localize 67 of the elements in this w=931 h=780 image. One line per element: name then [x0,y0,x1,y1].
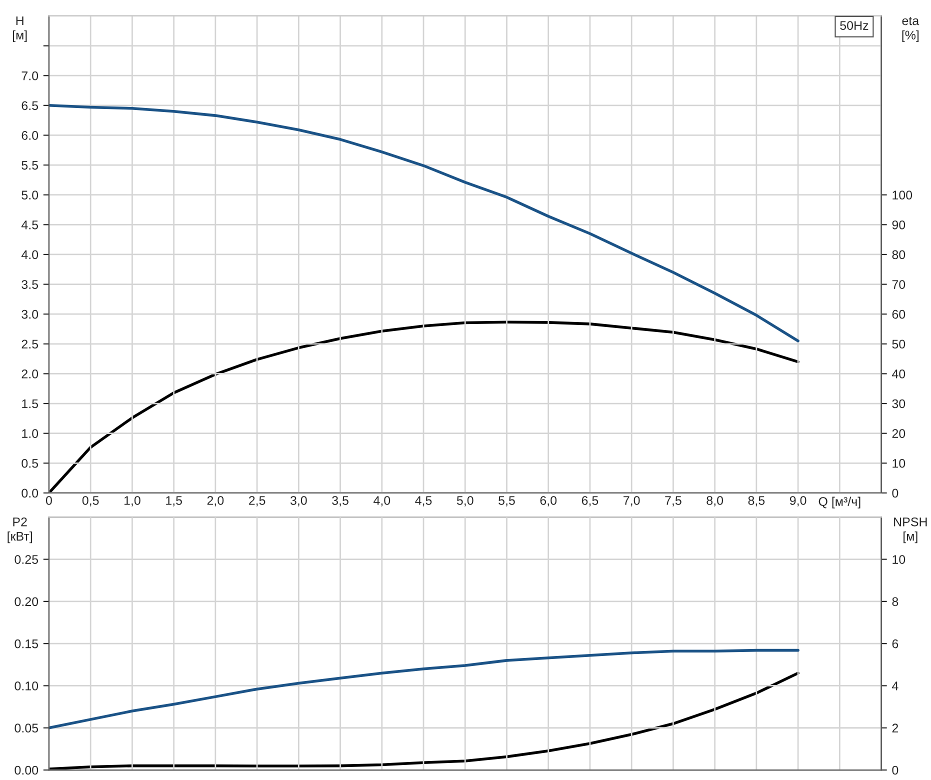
y-tick-label: 6.0 [22,131,38,140]
line-series [48,320,800,493]
x-tick-label: 1,0 [124,496,140,506]
y-axis-title: H [м] [12,16,27,42]
y-tick-label: 1.0 [22,429,38,438]
y2-tick-label: 8 [892,597,898,606]
line-series [48,104,800,342]
y-tick-label: 4.5 [21,220,38,230]
y-tick-label: 4.0 [21,250,38,260]
y-tick-label: 5.5 [22,160,38,170]
y-axis-title: P2 [кВт] [8,517,32,544]
x-tick-label: 0,5 [82,496,99,506]
y-tick-label: 0.20 [14,597,38,606]
y2-axis-title: eta [%] [902,16,920,42]
x-tick-label: 8,0 [706,496,724,506]
line-series [48,672,800,770]
y-tick-label: 3.5 [22,280,38,289]
x-tick-label: 3,5 [332,496,348,506]
x-tick-label: 6,5 [582,496,598,506]
y2-tick-label: 50 [892,340,906,349]
y2-tick-label: 60 [892,310,906,319]
y2-tick-label: 100 [892,190,912,200]
x-tick-label: 8,5 [748,496,765,506]
y2-tick-label: 90 [892,220,906,230]
y2-tick-label: 0 [892,488,898,498]
y2-tick-label: 0 [892,766,898,775]
y-tick-label: 2.0 [22,370,38,378]
y-tick-label: 1.5 [22,399,38,408]
x-tick-label: 1,5 [166,496,182,506]
y2-tick-label: 40 [892,370,906,378]
y2-tick-label: 2 [892,724,898,732]
x-tick-label: 7,0 [624,496,640,506]
line-series [48,648,800,730]
x-tick-label: 2,0 [207,496,224,506]
y-tick-label: 2.5 [22,340,38,349]
y2-tick-label: 4 [892,682,898,690]
y-tick-label: 6.5 [22,101,38,110]
y-tick-label: 0.05 [14,724,38,733]
y2-tick-label: 80 [892,250,906,260]
x-tick-label: 2,5 [248,496,266,506]
annotation: 50Hz [840,21,868,30]
y-tick-label: 7.0 [22,71,38,80]
x-tick-label: 6,0 [540,496,557,506]
y-tick-label: 0.5 [22,458,38,468]
y2-tick-label: 70 [892,280,906,289]
y-tick-label: 0.0 [22,488,38,498]
x-tick-label: 4,0 [373,496,390,506]
x-tick-label: 4,5 [415,496,432,506]
y-tick-label: 5.0 [22,190,38,200]
y2-tick-label: 10 [892,458,906,468]
x-tick-label: 5,0 [456,496,474,506]
y-tick-label: 0.25 [14,555,38,564]
y2-tick-label: 10 [892,555,906,564]
y-tick-label: 0.10 [14,682,38,690]
y-tick-label: 3.0 [22,310,38,319]
x-axis-title: Q [м³/ч] [818,496,860,508]
y2-tick-label: 6 [892,639,898,648]
x-tick-label: 5,5 [498,496,515,506]
x-tick-label: 7,5 [665,496,682,506]
y2-axis-title: NPSH [м] [894,517,927,544]
x-tick-label: 3,0 [290,496,307,506]
y-tick-label: 0.00 [14,766,38,775]
x-tick-label: 9,0 [790,496,806,506]
y2-tick-label: 30 [892,399,906,408]
x-tick-label: 0 [46,496,52,505]
y2-tick-label: 20 [892,429,906,438]
y-tick-label: 0.15 [14,639,38,648]
